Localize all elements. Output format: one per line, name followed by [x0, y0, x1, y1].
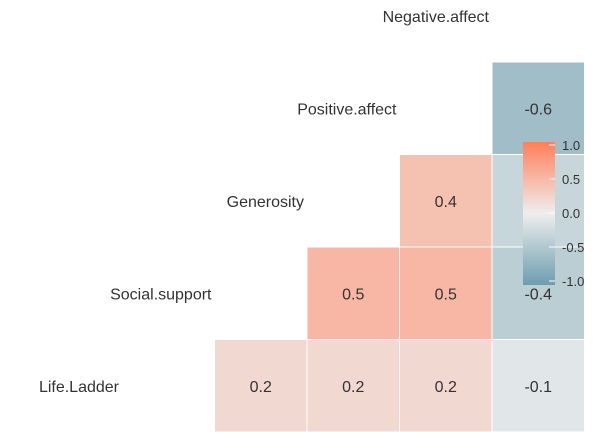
- variable-label-negative-affect: Negative.affect: [383, 9, 490, 26]
- heatmap-cell-life-ladder-social-support: [214, 339, 308, 433]
- cell-value-label: 0.2: [435, 379, 457, 396]
- cell-value-label: 0.4: [435, 194, 457, 211]
- variable-label-life-ladder: Life.Ladder: [39, 379, 120, 396]
- cell-value-label: -0.6: [524, 101, 552, 118]
- heatmap-cells: 0.20.20.2-0.10.50.5-0.40.4-0.3-0.6: [214, 61, 585, 433]
- legend-tick-label: 0.0: [562, 206, 580, 221]
- cell-value-label: 0.2: [250, 379, 272, 396]
- heatmap-cell-positive-affect-negative-affect: [491, 61, 585, 155]
- cell-value-label: 0.5: [342, 286, 364, 303]
- legend-tick-label: 0.5: [562, 172, 580, 187]
- heatmap-cell-life-ladder-generosity: [306, 339, 400, 433]
- heatmap-cell-generosity-positive-affect: [399, 154, 493, 248]
- cell-value-label: 0.2: [342, 379, 364, 396]
- heatmap-cell-life-ladder-positive-affect: [399, 339, 493, 433]
- cell-value-label: -0.4: [524, 286, 552, 303]
- legend-ticks: 1.0 0.5 0.0 -0.5 -1.0: [549, 138, 584, 289]
- cell-value-label: -0.1: [524, 379, 552, 396]
- variable-label-generosity: Generosity: [227, 194, 304, 211]
- variable-labels: Life.Ladder Social.support Generosity Posit…: [39, 9, 490, 396]
- cell-value-label: 0.5: [435, 286, 457, 303]
- variable-label-social-support: Social.support: [110, 286, 212, 303]
- heatmap-cell-social-support-generosity: [306, 246, 400, 340]
- legend-tick-label: -1.0: [562, 274, 584, 289]
- legend-tick-label: -0.5: [562, 240, 584, 255]
- variable-label-positive-affect: Positive.affect: [297, 101, 397, 118]
- legend-tick-label: 1.0: [562, 138, 580, 153]
- color-legend: 1.0 0.5 0.0 -0.5 -1.0: [523, 138, 584, 289]
